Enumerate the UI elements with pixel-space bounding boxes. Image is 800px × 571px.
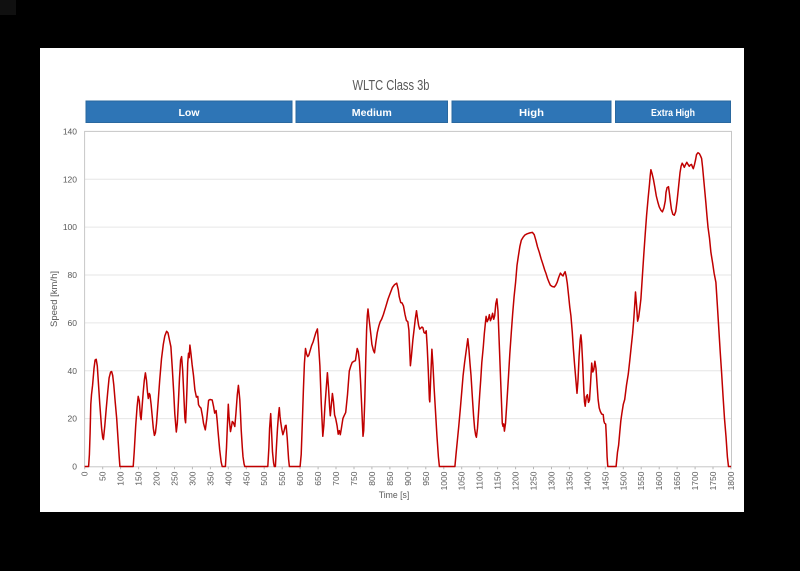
svg-text:100: 100: [63, 222, 77, 232]
svg-text:1050: 1050: [457, 471, 467, 490]
svg-text:140: 140: [63, 126, 77, 136]
svg-text:50: 50: [98, 471, 108, 481]
svg-text:60: 60: [68, 318, 78, 328]
svg-text:800: 800: [367, 471, 377, 485]
svg-text:750: 750: [349, 471, 359, 485]
svg-text:1600: 1600: [654, 471, 664, 490]
svg-text:Speed [km/h]: Speed [km/h]: [49, 271, 60, 327]
svg-text:300: 300: [187, 471, 197, 485]
svg-text:20: 20: [68, 414, 78, 424]
svg-text:1750: 1750: [708, 471, 718, 490]
svg-text:700: 700: [331, 471, 341, 485]
svg-text:1450: 1450: [600, 471, 610, 490]
svg-text:650: 650: [313, 471, 323, 485]
svg-text:450: 450: [241, 471, 251, 485]
svg-text:850: 850: [385, 471, 395, 485]
svg-text:Low: Low: [179, 108, 200, 119]
svg-text:1000: 1000: [439, 471, 449, 490]
svg-text:250: 250: [170, 471, 180, 485]
svg-text:1700: 1700: [690, 471, 700, 490]
svg-text:1550: 1550: [636, 471, 646, 490]
svg-text:1300: 1300: [547, 471, 557, 490]
svg-text:1100: 1100: [475, 471, 485, 490]
svg-text:1200: 1200: [511, 471, 521, 490]
svg-text:0: 0: [72, 462, 77, 472]
svg-text:200: 200: [152, 471, 162, 485]
svg-text:Time [s]: Time [s]: [379, 490, 410, 501]
svg-text:High: High: [519, 108, 544, 119]
svg-text:500: 500: [259, 471, 269, 485]
svg-text:WLTC Class 3b: WLTC Class 3b: [353, 78, 430, 94]
svg-text:550: 550: [277, 471, 287, 485]
svg-text:1350: 1350: [564, 471, 574, 490]
svg-text:1250: 1250: [529, 471, 539, 490]
svg-text:1800: 1800: [726, 471, 736, 490]
svg-text:150: 150: [134, 471, 144, 485]
svg-text:40: 40: [68, 366, 78, 376]
svg-text:100: 100: [116, 471, 126, 485]
svg-text:400: 400: [223, 471, 233, 485]
svg-text:900: 900: [403, 471, 413, 485]
svg-text:950: 950: [421, 471, 431, 485]
svg-text:Extra High: Extra High: [651, 108, 695, 119]
svg-text:350: 350: [205, 471, 215, 485]
svg-text:0: 0: [80, 471, 90, 476]
svg-text:600: 600: [295, 471, 305, 485]
svg-text:1500: 1500: [618, 471, 628, 490]
svg-text:1400: 1400: [582, 471, 592, 490]
svg-text:1150: 1150: [493, 471, 503, 490]
svg-text:1650: 1650: [672, 471, 682, 490]
svg-text:120: 120: [63, 174, 77, 184]
svg-text:Medium: Medium: [352, 108, 392, 119]
svg-text:80: 80: [68, 270, 78, 280]
